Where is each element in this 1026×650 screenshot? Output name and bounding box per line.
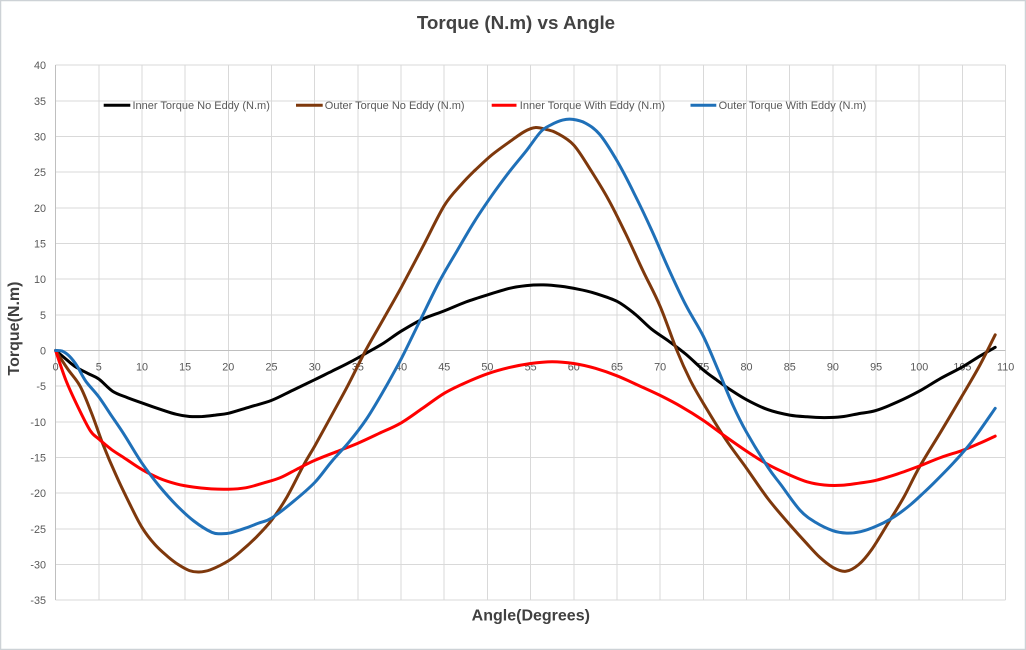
svg-text:80: 80: [740, 362, 752, 374]
svg-text:15: 15: [34, 239, 46, 251]
svg-text:45: 45: [438, 362, 450, 374]
svg-text:10: 10: [136, 362, 148, 374]
svg-text:30: 30: [309, 362, 321, 374]
svg-text:Outer Torque No Eddy (N.m): Outer Torque No Eddy (N.m): [325, 100, 465, 112]
svg-text:110: 110: [997, 362, 1014, 374]
svg-text:40: 40: [34, 60, 46, 72]
svg-text:70: 70: [654, 362, 666, 374]
svg-text:100: 100: [910, 362, 928, 374]
svg-text:15: 15: [179, 362, 191, 374]
svg-text:10: 10: [34, 274, 46, 286]
svg-text:Torque(N.m): Torque(N.m): [6, 282, 23, 376]
svg-text:5: 5: [40, 310, 46, 322]
svg-text:-10: -10: [30, 417, 46, 429]
svg-text:0: 0: [40, 346, 46, 358]
svg-text:90: 90: [827, 362, 839, 374]
svg-text:-20: -20: [30, 488, 46, 500]
svg-text:Outer Torque With Eddy (N.m): Outer Torque With Eddy (N.m): [719, 100, 867, 112]
svg-text:-5: -5: [36, 381, 46, 393]
svg-text:50: 50: [481, 362, 493, 374]
svg-text:30: 30: [34, 132, 46, 144]
svg-text:20: 20: [222, 362, 234, 374]
svg-text:35: 35: [34, 96, 46, 108]
svg-text:25: 25: [265, 362, 277, 374]
svg-text:-15: -15: [30, 453, 46, 465]
svg-text:-30: -30: [30, 560, 46, 572]
svg-text:Inner Torque No Eddy (N.m): Inner Torque No Eddy (N.m): [133, 100, 270, 112]
svg-text:Inner Torque With Eddy (N.m): Inner Torque With Eddy (N.m): [520, 100, 665, 112]
svg-text:85: 85: [784, 362, 796, 374]
svg-text:Torque (N.m) vs Angle: Torque (N.m) vs Angle: [417, 12, 615, 33]
svg-text:25: 25: [34, 167, 46, 179]
svg-text:65: 65: [611, 362, 623, 374]
svg-text:-25: -25: [30, 524, 46, 536]
svg-text:5: 5: [96, 362, 102, 374]
svg-text:Angle(Degrees): Angle(Degrees): [472, 608, 590, 625]
svg-text:20: 20: [34, 203, 46, 215]
svg-text:-35: -35: [30, 595, 46, 607]
svg-text:0: 0: [53, 362, 59, 374]
svg-text:95: 95: [870, 362, 882, 374]
